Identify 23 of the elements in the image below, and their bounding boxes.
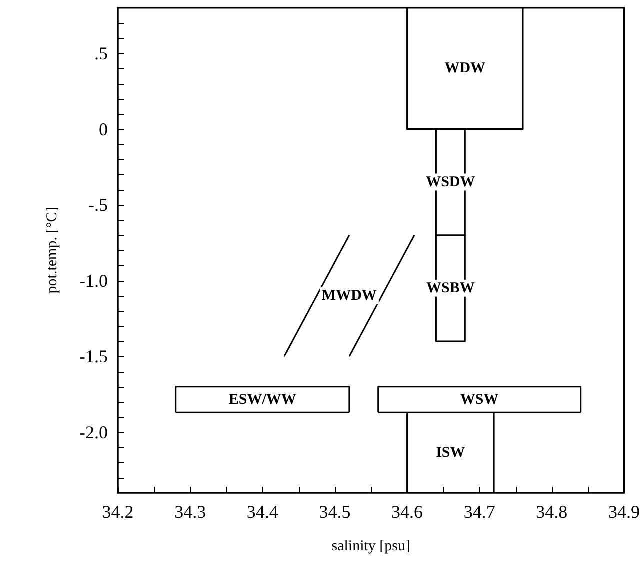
x-tick-label: 34.8 [536,502,568,522]
x-tick-label: 34.6 [392,502,424,522]
x-tick-label: 34.7 [464,502,496,522]
y-tick-label: -1.0 [80,270,108,291]
x-tick-label: 34.5 [319,502,351,522]
y-tick-label: -.5 [88,195,108,216]
y-tick-label: -2.0 [80,422,108,442]
series-label: WSBW [426,280,475,296]
series-label: ESW/WW [228,392,296,408]
series-label: WSDW [426,174,476,190]
series-label: WSW [460,392,499,408]
y-axis-title: pot.temp. [°C] [44,207,60,294]
y-tick-label: -1.5 [80,346,108,367]
x-tick-label: 34.4 [246,502,278,522]
x-tick-label: 34.3 [174,502,206,522]
x-tick-label: 34.2 [102,502,134,522]
x-axis-title: salinity [psu] [332,538,410,554]
series-label: ISW [436,444,466,461]
x-tick-label: 34.9 [608,502,640,522]
y-tick-label: 0 [99,119,108,140]
text: WDW [444,60,486,77]
y-tick-label: .5 [94,43,108,64]
series-label: MWDW [322,288,377,304]
